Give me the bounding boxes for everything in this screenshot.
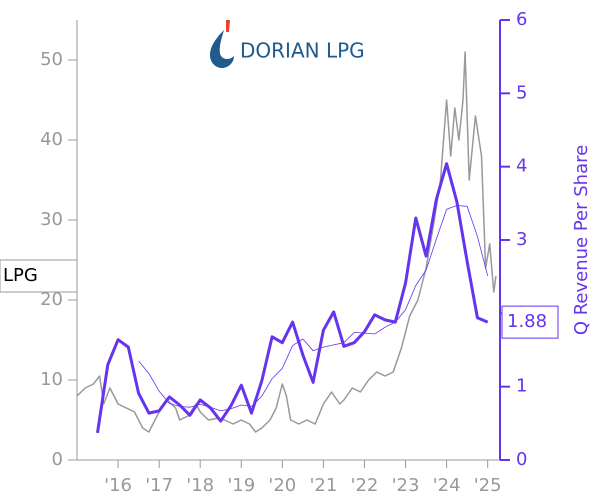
x-tick-label: '22: [351, 475, 379, 496]
logo: DORIAN LPG: [210, 20, 365, 68]
y2-tick-label: 3: [516, 229, 527, 250]
logo-text: DORIAN LPG: [240, 39, 365, 63]
ticker-box: [0, 259, 78, 293]
ticker-label: LPG: [3, 265, 38, 286]
y2-tick-label: 0: [516, 449, 527, 470]
y-tick-label: 10: [40, 369, 63, 390]
y2-tick-label: 1: [516, 376, 527, 397]
y2-tick-label: 4: [516, 156, 527, 177]
y-tick-label: 50: [40, 49, 63, 70]
x-tick-label: '25: [474, 475, 502, 496]
y-tick-label: 20: [40, 289, 63, 310]
y-tick-label: 40: [40, 129, 63, 150]
y-tick-label: 30: [40, 209, 63, 230]
end-value-label: 1.88: [507, 311, 547, 332]
x-tick-label: '17: [145, 475, 173, 496]
x-tick-label: '21: [309, 475, 337, 496]
end-value-box: [501, 305, 559, 339]
series-line: [96, 162, 489, 434]
x-tick-label: '19: [227, 475, 255, 496]
y-tick-label: 0: [52, 449, 63, 470]
x-tick-label: '18: [186, 475, 214, 496]
y2-axis-label: Q Revenue Per Share: [571, 145, 592, 335]
series-line: [76, 51, 497, 433]
logo-icon: [210, 30, 234, 68]
x-tick-label: '24: [433, 475, 461, 496]
y2-tick-label: 5: [516, 82, 527, 103]
logo-flame: [226, 20, 230, 32]
y2-tick-label: 6: [516, 9, 527, 30]
x-tick-label: '16: [104, 475, 132, 496]
x-tick-label: '23: [392, 475, 420, 496]
series-line: [138, 205, 489, 412]
x-tick-label: '20: [268, 475, 296, 496]
